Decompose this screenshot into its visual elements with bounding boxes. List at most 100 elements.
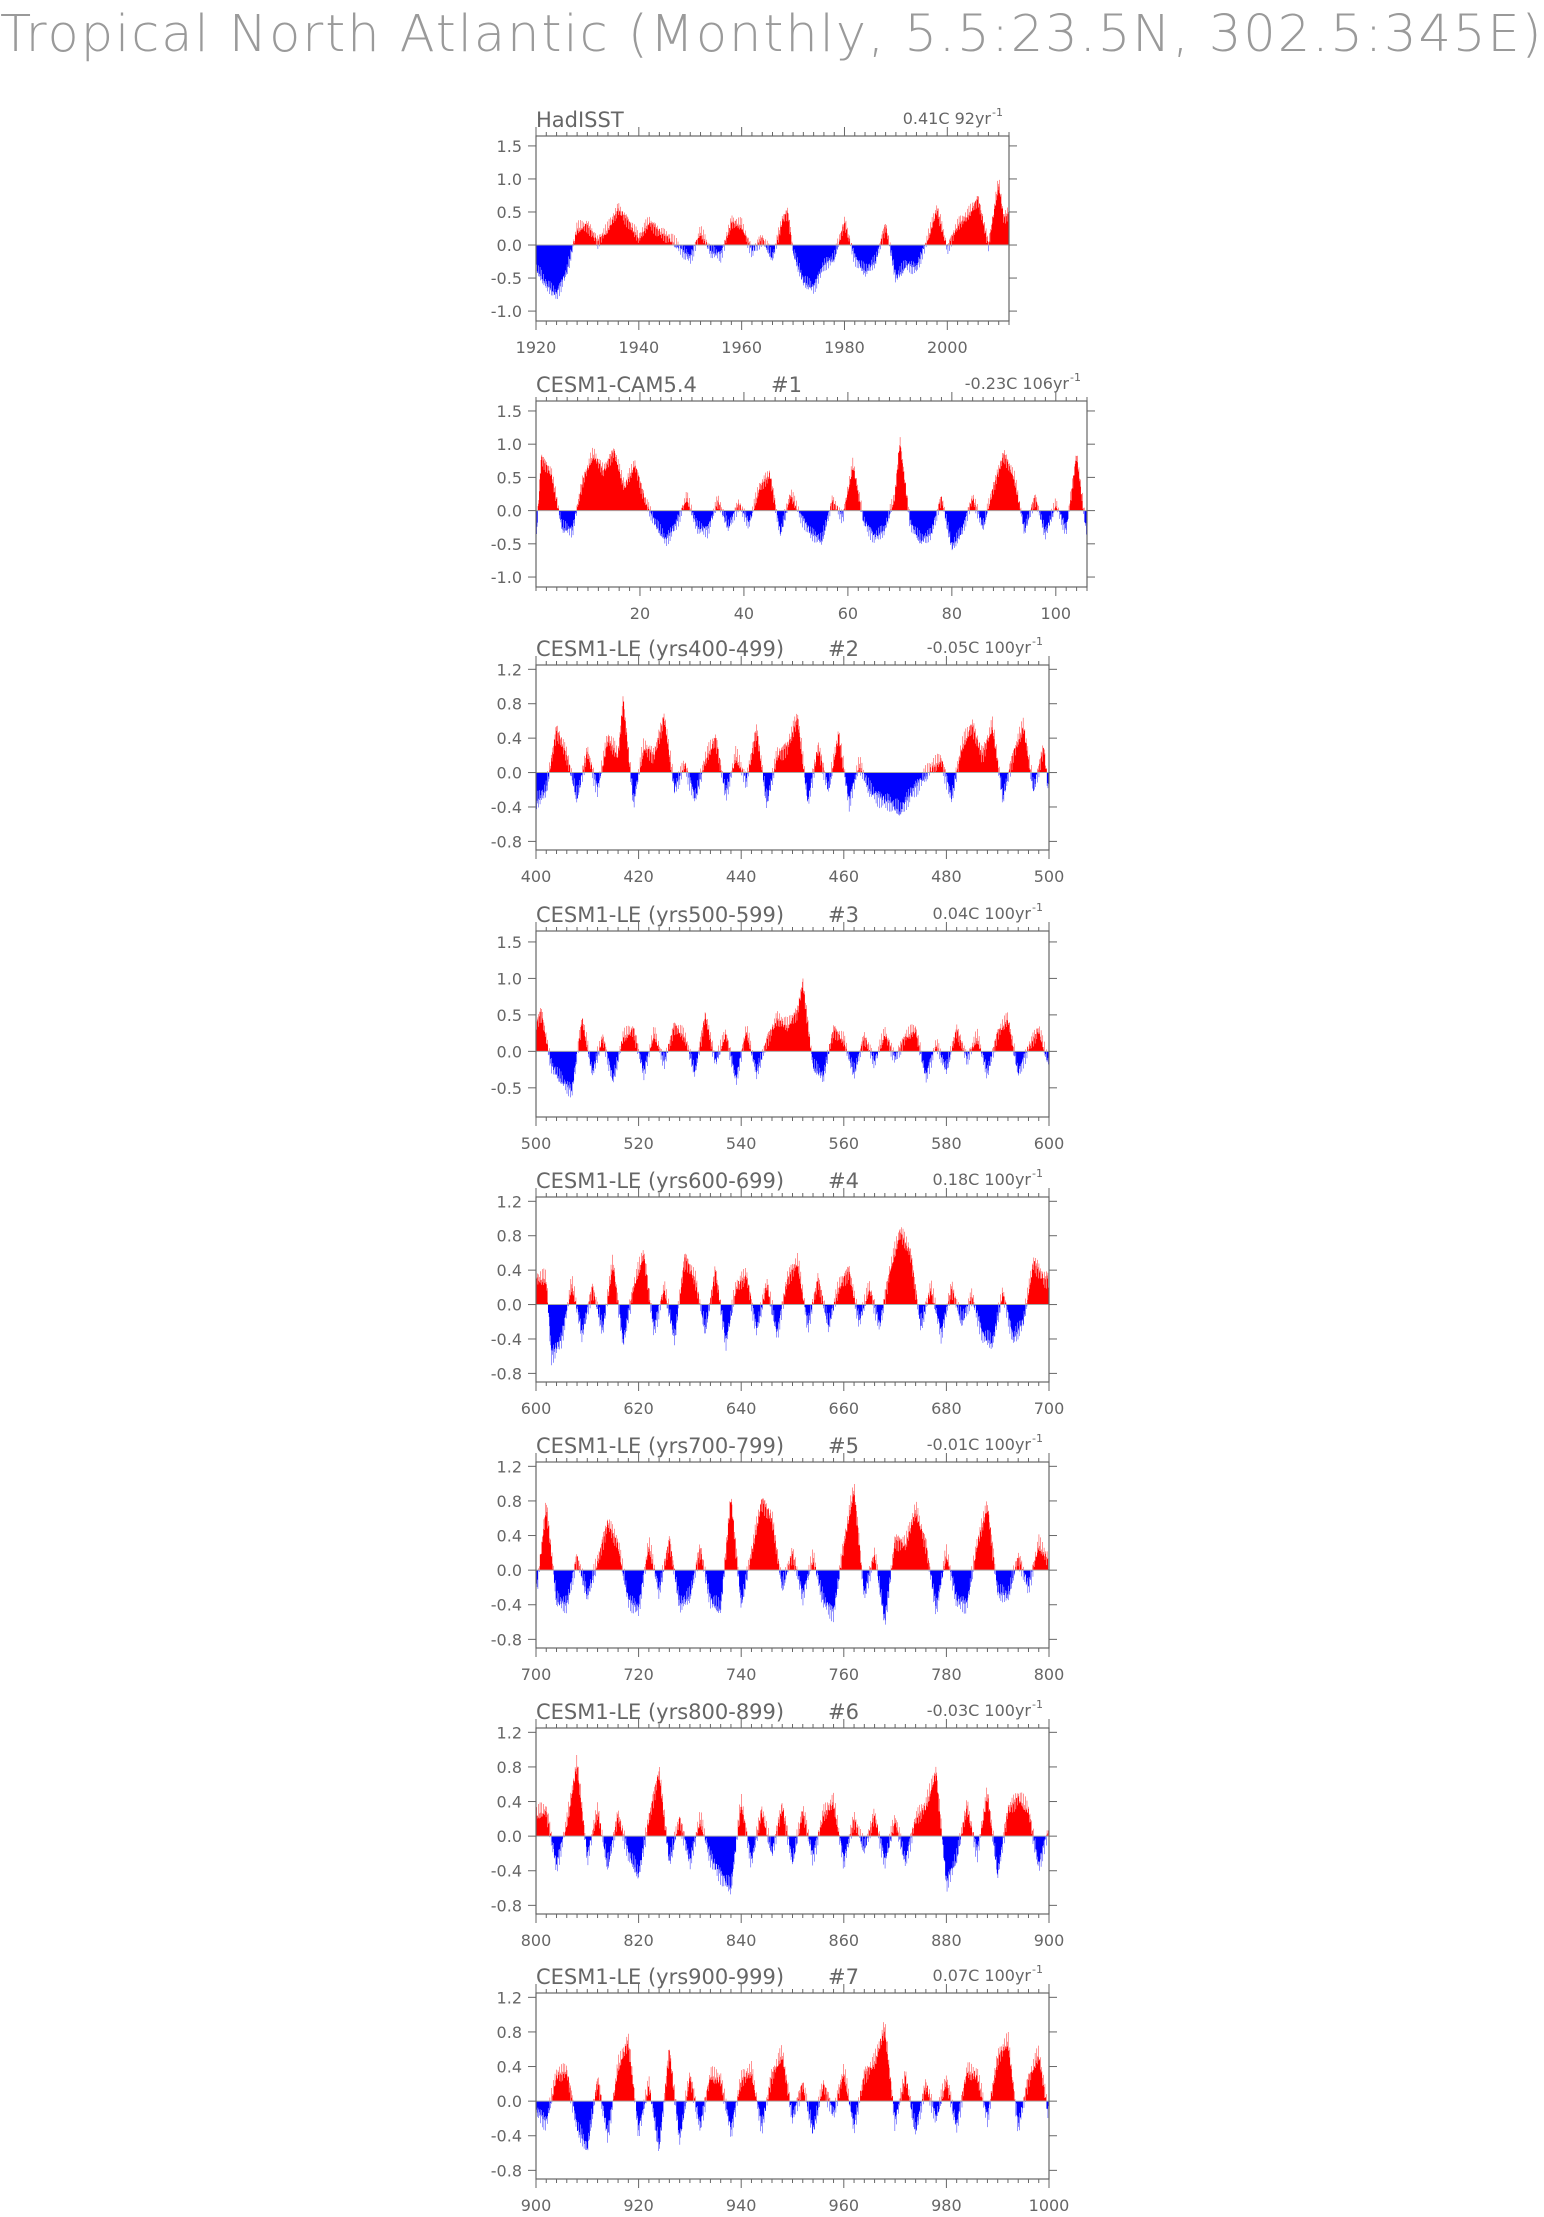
y-tick-label: 1.5 [497,137,522,156]
y-tick-label: -0.8 [491,832,522,851]
x-tick-label: 560 [829,1134,860,1153]
positive-anomaly-bars [538,1484,1049,1571]
negative-anomaly-bars [549,1836,1047,1895]
y-tick-label: 0.0 [497,1296,522,1315]
y-tick-label: 0.0 [497,236,522,255]
y-tick-label: 0.4 [497,1261,522,1280]
y-tick-label: 0.4 [497,2058,522,2077]
y-tick-label: 0.8 [497,695,522,714]
negative-anomaly-bars [536,2101,1049,2152]
chart-panel-2: -1.0 -0.5 0.0 0.5 1.0 1.5 20 40 60 80 100 CESM1-CAM… [491,371,1095,623]
x-tick-label: 620 [623,1399,654,1418]
panel-run-label: #3 [828,903,859,927]
negative-anomaly-bars [536,772,1049,816]
plot-frame [535,400,1088,588]
x-tick-label: 440 [726,867,757,886]
x-tick-label: 580 [931,1134,962,1153]
y-tick-label: -0.8 [491,1630,522,1649]
panel-trend-exponent: -1 [1032,1167,1043,1180]
panel-run-label: #7 [828,1965,859,1989]
x-tick-label: 2000 [927,338,968,357]
x-tick-label: 460 [829,867,860,886]
x-tick-label: 840 [726,1931,757,1950]
x-tick-label: 720 [623,1665,654,1684]
x-tick-label: 940 [726,2196,757,2215]
y-tick-label: 1.0 [497,969,522,988]
panel-title: CESM1-CAM5.4 [536,373,697,397]
x-tick-label: 520 [623,1134,654,1153]
x-tick-label: 800 [521,1931,552,1950]
y-tick-label: -0.4 [491,2127,522,2146]
x-tick-label: 500 [1034,867,1065,886]
y-tick-label: -0.4 [491,1330,522,1349]
chart-panel-4: -0.5 0.0 0.5 1.0 1.5 500 520 540 560 580 600 CESM1-… [491,901,1064,1153]
y-tick-label: -0.8 [491,1364,522,1383]
y-tick-label: 0.4 [497,1793,522,1812]
x-tick-label: 1980 [824,338,865,357]
y-tick-label: 0.4 [497,1527,522,1546]
panel-trend-exponent: -1 [1032,901,1043,914]
panel-trend: 0.07C 100yr [933,1966,1032,1985]
chart-panel-7: -0.8 -0.4 0.0 0.4 0.8 1.2 800 820 840 860 880 900 CE… [491,1698,1064,1950]
y-tick-label: 1.2 [497,1457,522,1476]
y-tick-label: -0.8 [491,2161,522,2180]
panel-trend-exponent: -1 [1032,635,1043,648]
panel-trend: -0.01C 100yr [927,1435,1032,1454]
y-tick-label: 0.0 [497,502,522,521]
x-tick-label: 60 [838,604,858,623]
positive-anomaly-bars [536,978,1047,1052]
x-tick-label: 700 [521,1665,552,1684]
y-tick-label: -1.0 [491,302,522,321]
x-tick-label: 680 [931,1399,962,1418]
negative-anomaly-bars [547,1051,1049,1098]
x-tick-label: 20 [630,604,650,623]
chart-panel-8: -0.8 -0.4 0.0 0.4 0.8 1.2 900 920 940 960 980 1000 C… [491,1963,1070,2215]
x-tick-label: 80 [942,604,962,623]
panel-trend: -0.23C 106yr [965,374,1070,393]
chart-panel-5: -0.8 -0.4 0.0 0.4 0.8 1.2 600 620 640 660 680 700 CE… [491,1167,1064,1418]
x-tick-label: 780 [931,1665,962,1684]
y-tick-label: 0.8 [497,2023,522,2042]
x-tick-label: 640 [726,1399,757,1418]
y-tick-label: -0.5 [491,269,522,288]
x-tick-label: 600 [521,1399,552,1418]
x-tick-label: 40 [734,604,754,623]
panel-title: CESM1-LE (yrs900-999) [536,1965,784,1989]
x-tick-label: 760 [829,1665,860,1684]
panel-title: HadISST [536,108,624,132]
positive-anomaly-bars [571,179,1009,246]
negative-anomaly-bars [536,510,1087,551]
y-tick-label: -0.5 [491,535,522,554]
panel-trend-exponent: -1 [1070,371,1081,384]
panel-trend: 0.41C 92yr [903,109,992,128]
x-tick-label: 960 [829,2196,860,2215]
panel-trend-exponent: -1 [1032,1698,1043,1711]
y-tick-label: -0.4 [491,798,522,817]
y-tick-label: 1.2 [497,1723,522,1742]
negative-anomaly-bars [536,1570,1034,1625]
y-tick-label: 1.5 [497,402,522,421]
x-tick-label: 540 [726,1134,757,1153]
panel-run-label: #6 [828,1700,859,1724]
y-tick-label: 0.8 [497,1227,522,1246]
y-tick-label: 1.2 [497,1988,522,2007]
x-tick-label: 820 [623,1931,654,1950]
y-tick-label: 1.2 [497,1192,522,1211]
y-tick-label: -0.4 [491,1596,522,1615]
panel-trend: -0.05C 100yr [927,638,1032,657]
y-tick-label: 1.0 [497,435,522,454]
plot-frame [535,1727,1050,1915]
x-tick-label: 100 [1041,604,1072,623]
chart-panel-6: -0.8 -0.4 0.0 0.4 0.8 1.2 700 720 740 760 780 800 CE… [491,1432,1064,1684]
y-tick-label: 0.5 [497,1006,522,1025]
x-tick-label: 1960 [721,338,762,357]
x-tick-label: 500 [521,1134,552,1153]
panel-run-label: #5 [828,1434,859,1458]
panel-run-label: #1 [771,373,802,397]
panel-title: CESM1-LE (yrs600-699) [536,1169,784,1193]
panel-title: CESM1-LE (yrs500-599) [536,903,784,927]
x-tick-label: 660 [829,1399,860,1418]
panel-run-label: #4 [828,1169,859,1193]
y-tick-label: 0.0 [497,1561,522,1580]
x-tick-label: 900 [521,2196,552,2215]
